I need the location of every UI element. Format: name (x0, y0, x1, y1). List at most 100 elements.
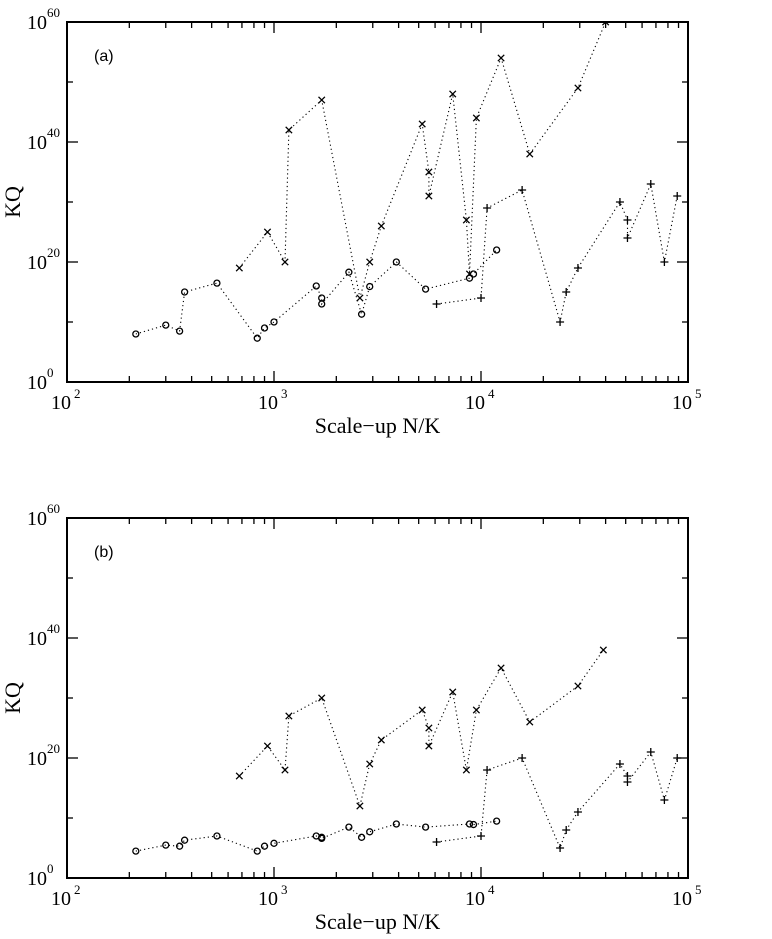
data-point-circle (213, 832, 221, 840)
series-group (132, 22, 682, 342)
data-point-circle (469, 820, 478, 829)
data-point-circle (421, 823, 430, 831)
data-point-circle (492, 817, 501, 825)
data-point-x (465, 270, 474, 278)
data-point-plus (615, 760, 624, 768)
y-axis-title: KQ (0, 682, 25, 714)
data-point-plus (477, 294, 485, 302)
data-point-plus (646, 180, 655, 188)
x-tick-label: 10 (465, 392, 485, 414)
data-point-x (235, 264, 243, 272)
data-point-plus (518, 186, 527, 194)
data-point-circle (260, 842, 269, 850)
x-tick-label: 10 (465, 888, 485, 910)
data-point-x (599, 646, 608, 654)
data-point-x (497, 54, 505, 62)
data-point-x (472, 114, 481, 122)
y-tick-exponent: 40 (47, 125, 60, 140)
data-point-x (497, 664, 505, 672)
y-tick-exponent: 40 (47, 621, 60, 636)
data-point-circle (465, 820, 474, 828)
data-point-circle (392, 820, 401, 828)
data-point-x (449, 688, 457, 696)
data-point-circle (469, 270, 478, 278)
data-point-circle (162, 321, 170, 329)
data-point-circle (366, 828, 374, 836)
data-point-x (377, 222, 385, 230)
data-point-circle (132, 330, 140, 338)
x-tick-label: 10 (672, 888, 692, 910)
data-point-circle (175, 327, 184, 335)
data-point-circle (162, 841, 170, 849)
y-axis-title: KQ (0, 186, 25, 218)
data-point-circle (175, 842, 184, 850)
data-point-circle (318, 834, 326, 843)
data-point-circle (357, 833, 366, 841)
series-group (132, 646, 682, 855)
data-point-plus (483, 204, 492, 212)
data-point-x (526, 718, 534, 726)
data-point-x (318, 694, 326, 702)
x-axis-title: Scale−up N/K (315, 909, 441, 934)
data-point-plus (660, 258, 669, 266)
x-tick-exponent: 5 (695, 386, 702, 401)
data-point-circle (260, 324, 269, 332)
data-point-plus (673, 754, 682, 762)
data-point-x (449, 90, 457, 98)
y-tick-label: 10 (27, 628, 47, 650)
data-point-plus (556, 844, 565, 852)
y-tick-label: 10 (27, 372, 47, 394)
data-point-x (425, 742, 433, 750)
y-tick-label: 10 (27, 748, 47, 770)
x-tick-exponent: 2 (74, 882, 81, 897)
data-point-circle (366, 282, 374, 291)
panel-label: (a) (94, 48, 114, 65)
y-tick-exponent: 20 (47, 741, 60, 756)
x-tick-exponent: 4 (488, 386, 495, 401)
y-tick-exponent: 20 (47, 245, 60, 260)
data-point-circle (270, 839, 278, 847)
data-point-x (425, 724, 433, 732)
data-point-circle (392, 258, 401, 266)
x-tick-exponent: 4 (488, 882, 495, 897)
data-point-x (263, 742, 272, 750)
data-point-x (356, 802, 364, 810)
x-tick-label: 10 (672, 392, 692, 414)
data-point-circle (253, 334, 261, 342)
data-point-x (285, 126, 293, 134)
data-point-plus (573, 808, 582, 816)
data-point-circle (345, 823, 353, 831)
data-point-x (318, 96, 326, 104)
data-point-x (425, 168, 433, 176)
x-tick-exponent: 3 (281, 386, 288, 401)
data-point-plus (562, 826, 571, 834)
data-point-circle (132, 847, 140, 855)
series-line-circle (135, 820, 497, 852)
y-tick-label: 10 (27, 868, 47, 890)
y-tick-exponent: 60 (47, 5, 60, 20)
panel-label: (b) (94, 544, 114, 561)
data-point-plus (615, 198, 624, 206)
y-tick-label: 10 (27, 508, 47, 530)
data-point-x (281, 258, 289, 266)
data-point-plus (432, 300, 441, 308)
data-point-plus (573, 264, 582, 272)
plot-frame (66, 21, 689, 383)
data-point-circle (357, 310, 366, 318)
data-point-plus (562, 288, 571, 296)
data-point-x (263, 228, 272, 236)
data-point-x (462, 216, 471, 224)
series-line-plus (436, 750, 678, 850)
data-point-circle (421, 285, 430, 293)
series-line-x (238, 649, 604, 808)
data-point-circle (253, 847, 261, 855)
data-point-circle (465, 274, 474, 282)
data-point-x (472, 706, 481, 714)
data-point-x (526, 150, 534, 158)
data-point-x (285, 712, 293, 720)
data-point-circle (213, 279, 221, 287)
data-point-circle (180, 836, 189, 844)
